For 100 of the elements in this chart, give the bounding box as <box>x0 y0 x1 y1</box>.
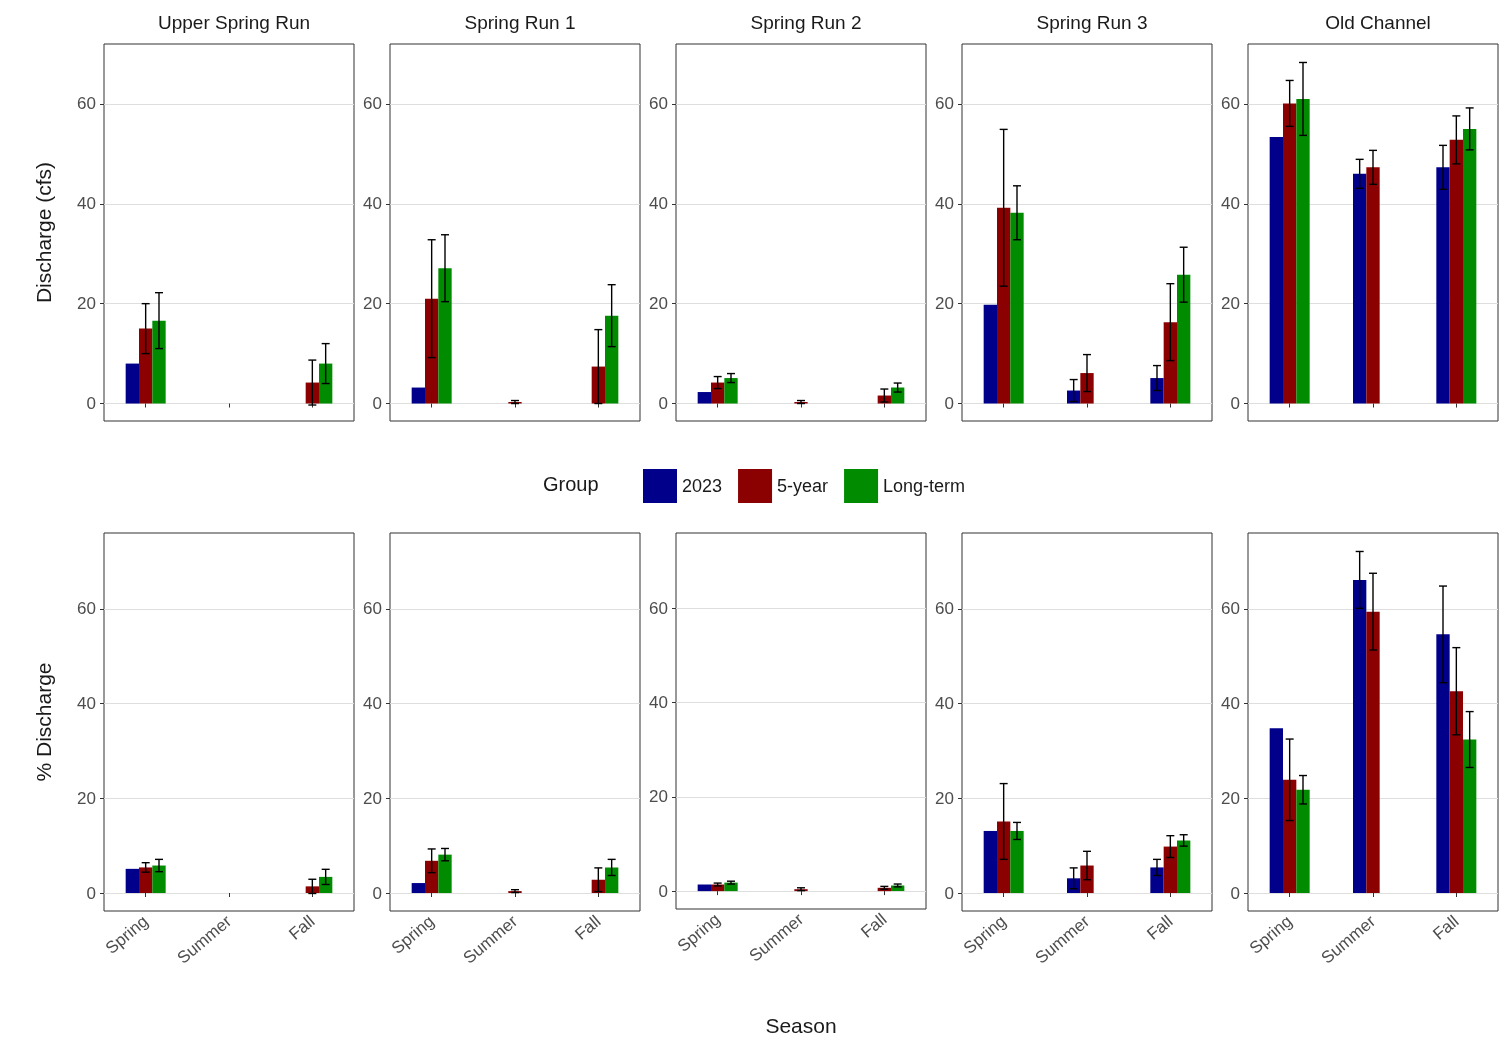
y-tick-label: 40 <box>1221 194 1240 214</box>
legend-title: Group <box>543 473 599 495</box>
chart-title: Old Channel <box>1325 12 1431 33</box>
bar <box>1366 611 1380 893</box>
bar <box>1163 322 1177 404</box>
chart-title: Spring Run 3 <box>1036 12 1148 33</box>
bar <box>1463 739 1477 893</box>
y-tick-label: 40 <box>363 194 382 214</box>
bar <box>152 320 166 404</box>
y-tick-label: 20 <box>935 788 954 808</box>
legend-label: Long-term <box>883 476 966 496</box>
bar <box>305 382 319 404</box>
bar <box>152 865 166 893</box>
y-tick-label: 20 <box>649 294 668 314</box>
bar <box>711 382 725 404</box>
bar <box>983 830 997 893</box>
y-tick-label: 40 <box>1221 694 1240 714</box>
y-tick-label: 0 <box>372 394 382 414</box>
bar <box>697 392 711 404</box>
y-tick-label: 0 <box>944 394 954 414</box>
y-tick-label: 20 <box>363 788 382 808</box>
y-tick-label: 40 <box>935 194 954 214</box>
y-tick-label: 60 <box>363 94 382 114</box>
y-tick-label: 0 <box>1230 394 1240 414</box>
bar <box>1163 846 1177 893</box>
bar <box>1080 865 1094 893</box>
bar <box>1269 136 1283 404</box>
y-tick-label: 60 <box>935 94 954 114</box>
bar <box>605 315 619 404</box>
y-tick-label: 20 <box>1221 788 1240 808</box>
y-tick-label: 20 <box>935 294 954 314</box>
bar <box>139 867 153 893</box>
x-tick-label: Fall <box>571 911 605 944</box>
bar <box>1436 634 1450 893</box>
bar <box>1010 830 1024 893</box>
y-tick-label: 20 <box>363 294 382 314</box>
y-tick-label: 60 <box>77 599 96 619</box>
bar <box>724 378 738 404</box>
bar <box>411 387 425 404</box>
y-tick-label: 20 <box>77 294 96 314</box>
legend-label: 2023 <box>682 476 723 496</box>
bar <box>125 363 139 404</box>
y-tick-label: 60 <box>1221 94 1240 114</box>
bar <box>997 821 1011 893</box>
bar <box>997 207 1011 404</box>
chart-title: Spring Run 1 <box>464 12 576 33</box>
y-tick-label: 60 <box>1221 599 1240 619</box>
y-tick-label: 40 <box>77 194 96 214</box>
bar <box>1067 878 1081 893</box>
bar <box>1296 98 1310 404</box>
chart-title: Upper Spring Run <box>157 12 311 33</box>
y-tick-label: 60 <box>649 94 668 114</box>
bar <box>438 268 452 404</box>
y-tick-label: 60 <box>77 94 96 114</box>
bar <box>1150 378 1164 404</box>
bar <box>305 886 319 893</box>
y-tick-label: 20 <box>77 788 96 808</box>
y-tick-label: 0 <box>658 394 668 414</box>
y-axis-title: % Discharge <box>32 662 55 782</box>
bar <box>1463 128 1477 404</box>
bar <box>1449 691 1463 893</box>
y-tick-label: 40 <box>649 194 668 214</box>
bar <box>1177 274 1191 404</box>
y-tick-label: 40 <box>935 694 954 714</box>
y-tick-label: 0 <box>86 883 96 903</box>
bar <box>319 363 333 404</box>
bar <box>1283 779 1297 893</box>
bar <box>1150 867 1164 893</box>
bar <box>1436 167 1450 404</box>
bar <box>1353 579 1367 893</box>
bar <box>1269 728 1283 893</box>
chart-title: Spring Run 2 <box>750 12 862 33</box>
x-axis-title: Season <box>765 1014 837 1037</box>
bar <box>1353 173 1367 404</box>
y-tick-label: 20 <box>1221 294 1240 314</box>
y-tick-label: 0 <box>658 881 668 901</box>
y-tick-label: 40 <box>77 694 96 714</box>
bar <box>425 298 439 404</box>
bar <box>125 868 139 893</box>
bar <box>1366 167 1380 404</box>
y-tick-label: 40 <box>363 694 382 714</box>
y-tick-label: 60 <box>363 599 382 619</box>
bar <box>139 328 153 404</box>
y-tick-label: 0 <box>86 394 96 414</box>
y-tick-label: 40 <box>649 693 668 713</box>
y-axis-title: Discharge (cfs) <box>32 161 55 304</box>
bar <box>1010 212 1024 404</box>
bar <box>1177 840 1191 893</box>
y-tick-label: 0 <box>944 883 954 903</box>
y-tick-label: 0 <box>372 883 382 903</box>
bar <box>891 387 905 404</box>
x-tick-label: Fall <box>1429 911 1463 944</box>
bar <box>1283 103 1297 404</box>
legend-label: 5-year <box>777 476 829 496</box>
y-tick-label: 60 <box>649 598 668 618</box>
y-tick-label: 0 <box>1230 883 1240 903</box>
x-tick-label: Fall <box>857 909 891 942</box>
bar <box>1296 789 1310 893</box>
bar <box>983 304 997 404</box>
x-tick-label: Fall <box>1143 911 1177 944</box>
